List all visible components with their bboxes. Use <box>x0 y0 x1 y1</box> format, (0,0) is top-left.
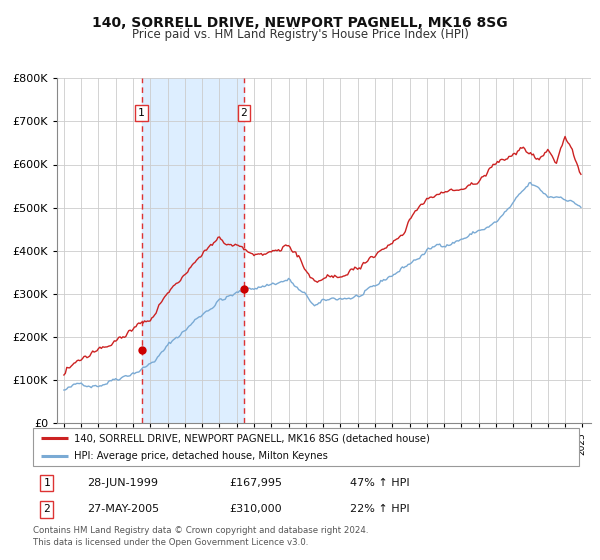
Bar <box>142 78 244 423</box>
Text: 27-MAY-2005: 27-MAY-2005 <box>88 505 160 515</box>
Text: 28-JUN-1999: 28-JUN-1999 <box>88 478 158 488</box>
Text: 1: 1 <box>43 478 50 488</box>
Text: HPI: Average price, detached house, Milton Keynes: HPI: Average price, detached house, Milt… <box>74 451 328 461</box>
Text: 2: 2 <box>43 505 50 515</box>
Text: 140, SORRELL DRIVE, NEWPORT PAGNELL, MK16 8SG: 140, SORRELL DRIVE, NEWPORT PAGNELL, MK1… <box>92 16 508 30</box>
Text: 140, SORRELL DRIVE, NEWPORT PAGNELL, MK16 8SG (detached house): 140, SORRELL DRIVE, NEWPORT PAGNELL, MK1… <box>74 433 430 443</box>
Text: 22% ↑ HPI: 22% ↑ HPI <box>350 505 409 515</box>
Text: £310,000: £310,000 <box>230 505 282 515</box>
Text: Contains HM Land Registry data © Crown copyright and database right 2024.
This d: Contains HM Land Registry data © Crown c… <box>33 526 368 547</box>
FancyBboxPatch shape <box>33 428 579 466</box>
Text: 1: 1 <box>138 108 145 118</box>
Text: 2: 2 <box>241 108 247 118</box>
Text: £167,995: £167,995 <box>230 478 283 488</box>
Text: 47% ↑ HPI: 47% ↑ HPI <box>350 478 409 488</box>
Text: Price paid vs. HM Land Registry's House Price Index (HPI): Price paid vs. HM Land Registry's House … <box>131 28 469 41</box>
